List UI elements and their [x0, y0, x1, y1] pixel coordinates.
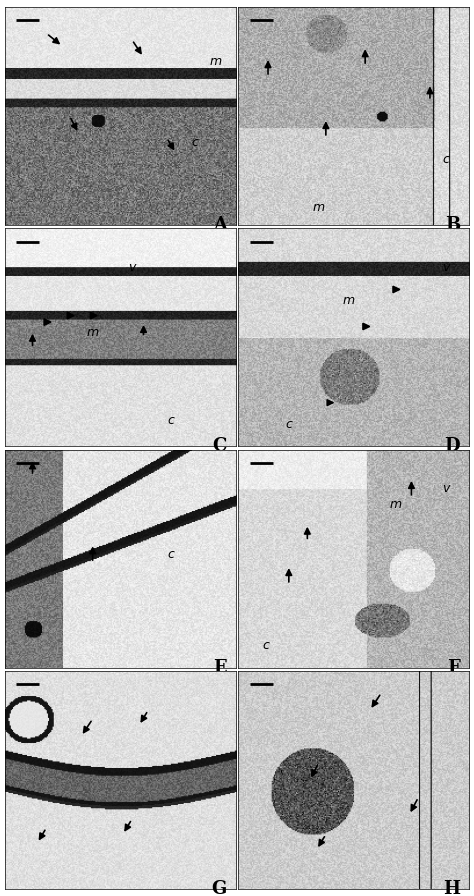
Text: m: m	[313, 201, 325, 214]
Text: B: B	[445, 216, 460, 234]
Text: E: E	[213, 659, 227, 676]
Text: m: m	[343, 294, 355, 306]
Text: v: v	[128, 261, 136, 274]
Text: c: c	[168, 547, 175, 561]
Text: c: c	[191, 135, 198, 149]
Text: C: C	[212, 437, 227, 455]
Text: D: D	[445, 437, 460, 455]
Text: v: v	[442, 261, 450, 274]
Text: m: m	[209, 55, 221, 68]
Text: c: c	[262, 639, 269, 652]
Text: m: m	[389, 497, 401, 511]
Polygon shape	[363, 323, 370, 330]
Polygon shape	[393, 286, 400, 293]
Polygon shape	[91, 313, 97, 319]
Text: c: c	[443, 153, 449, 166]
Text: c: c	[285, 418, 292, 431]
Text: F: F	[447, 659, 460, 676]
Polygon shape	[67, 313, 74, 319]
Text: A: A	[213, 216, 227, 234]
Text: m: m	[87, 326, 99, 340]
Polygon shape	[44, 319, 51, 325]
Text: v: v	[442, 482, 450, 495]
Text: G: G	[211, 880, 227, 896]
Text: H: H	[443, 880, 460, 896]
Text: c: c	[168, 414, 175, 426]
